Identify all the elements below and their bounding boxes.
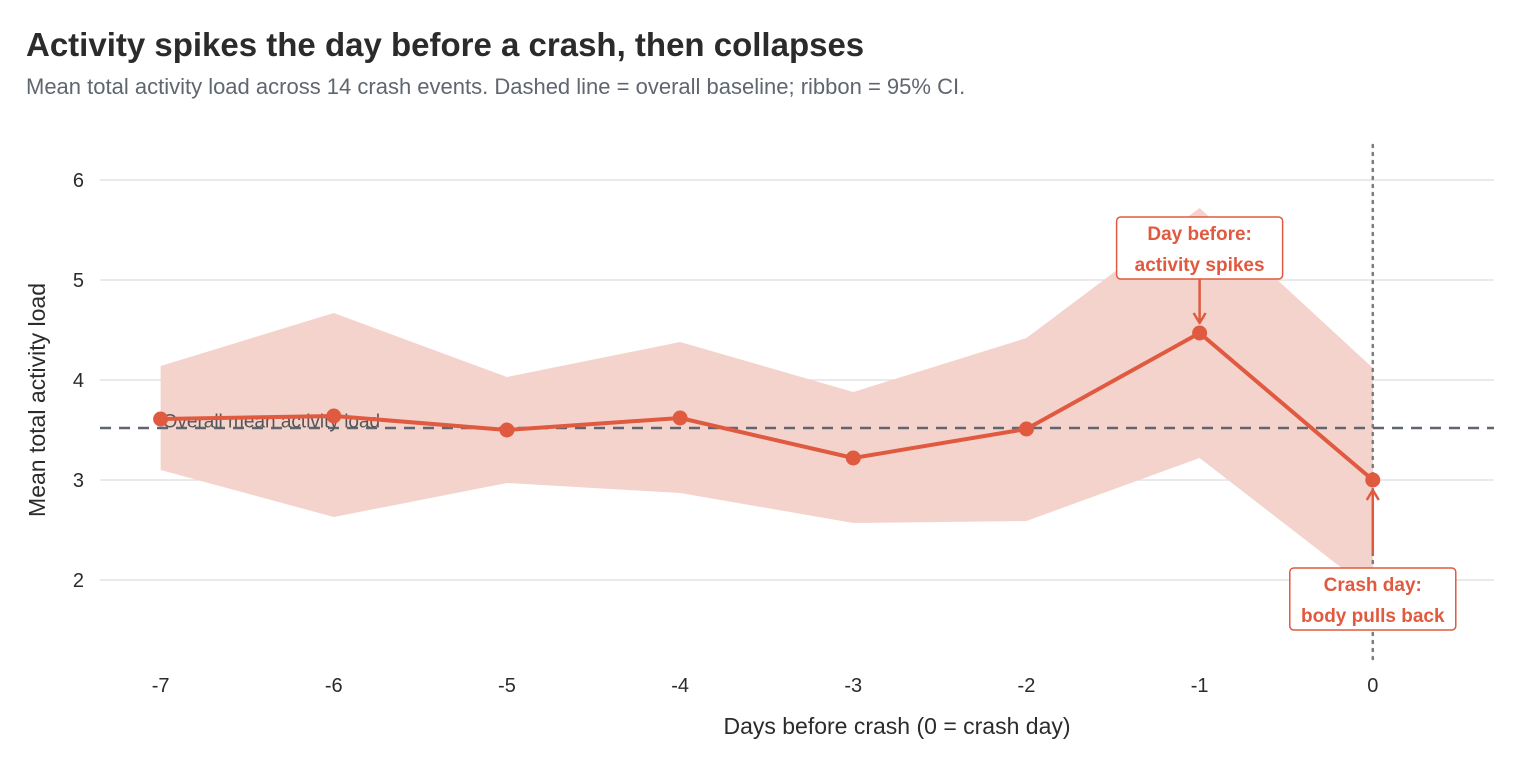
x-axis-title: Days before crash (0 = crash day) bbox=[723, 713, 1070, 739]
x-tick-labels: -7 -6 -5 -4 -3 -2 -1 0 bbox=[152, 675, 1379, 697]
data-point bbox=[153, 411, 169, 427]
annotations: Day before: activity spikes Crash day: body… bbox=[1115, 216, 1457, 631]
data-point bbox=[326, 408, 342, 424]
x-tick-label: -6 bbox=[325, 675, 343, 697]
y-tick-label: 2 bbox=[73, 570, 84, 592]
annotation-line-1: Day before: bbox=[1147, 224, 1252, 245]
annotation-arrowhead bbox=[1192, 312, 1207, 325]
chart-subtitle: Mean total activity load across 14 crash… bbox=[26, 74, 966, 99]
x-tick-label: -4 bbox=[671, 675, 689, 697]
x-tick-label: -7 bbox=[152, 675, 170, 697]
data-point bbox=[672, 410, 688, 426]
annotation-line-2: body pulls back bbox=[1301, 606, 1445, 627]
x-tick-label: -5 bbox=[498, 675, 516, 697]
annotation: Crash day: body pulls back bbox=[1289, 488, 1457, 631]
annotation-line-1: Crash day: bbox=[1324, 575, 1422, 596]
y-tick-label: 3 bbox=[73, 470, 84, 492]
x-tick-label: -1 bbox=[1191, 675, 1209, 697]
series-line bbox=[158, 331, 1375, 482]
annotation-arrowhead bbox=[1365, 488, 1380, 501]
data-point bbox=[499, 422, 515, 438]
y-tick-label: 5 bbox=[73, 270, 84, 292]
confidence-ribbon bbox=[160, 208, 1373, 592]
y-axis-title: Mean total activity load bbox=[24, 283, 50, 517]
data-point bbox=[845, 450, 861, 466]
y-tick-label: 6 bbox=[73, 170, 84, 192]
data-point bbox=[1018, 421, 1034, 437]
annotation-line-2: activity spikes bbox=[1135, 255, 1265, 276]
chart-title: Activity spikes the day before a crash, … bbox=[26, 26, 865, 63]
x-tick-label: -3 bbox=[844, 675, 862, 697]
x-tick-label: -2 bbox=[1018, 675, 1036, 697]
series-points bbox=[153, 325, 1381, 488]
y-tick-labels: 2 3 4 5 6 bbox=[73, 170, 84, 592]
x-tick-label: 0 bbox=[1367, 675, 1378, 697]
data-point bbox=[1365, 472, 1381, 488]
y-tick-label: 4 bbox=[73, 370, 84, 392]
baseline-label: Overall mean activity load bbox=[163, 412, 381, 433]
data-point bbox=[1192, 325, 1208, 341]
annotation-box bbox=[1115, 216, 1284, 280]
annotation: Day before: activity spikes bbox=[1115, 216, 1284, 325]
annotation-box bbox=[1289, 567, 1457, 631]
